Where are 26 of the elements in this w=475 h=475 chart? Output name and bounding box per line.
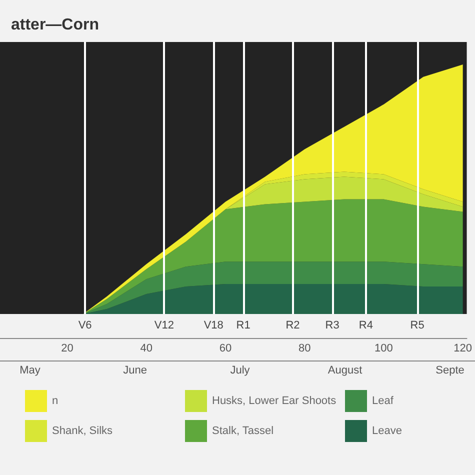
chart-title: atter—Corn [11,16,100,34]
x-tick-label: 60 [219,342,232,354]
legend-label: Leave [372,425,402,437]
x-tick-label: 40 [140,342,152,354]
text: July [230,364,250,376]
ref-line-label: V18 [204,320,224,332]
ref-line-label: V6 [78,320,92,332]
x-tick-label: 100 [374,342,393,354]
legend-label: Stalk, Tassel [212,425,274,437]
x-tick-label: 120 [454,342,472,354]
ref-line-label: R4 [358,320,373,332]
x-tick-label: 80 [298,342,311,354]
legend-label: n [52,395,58,407]
ref-line-label: V12 [154,320,174,332]
legend-label: Shank, Silks [52,425,114,437]
legend-label: Leaf [372,395,394,407]
ref-line-label: R3 [325,320,340,332]
x-tick-label: 20 [61,342,74,354]
ref-line-label: R2 [286,320,300,332]
text: May [20,364,41,376]
text: June [123,364,147,376]
text: August [328,364,362,376]
ref-line-label: R1 [236,320,250,332]
text: Septe [436,364,464,376]
legend-label: Husks, Lower Ear Shoots [212,395,337,407]
ref-line-label: R5 [410,320,424,332]
